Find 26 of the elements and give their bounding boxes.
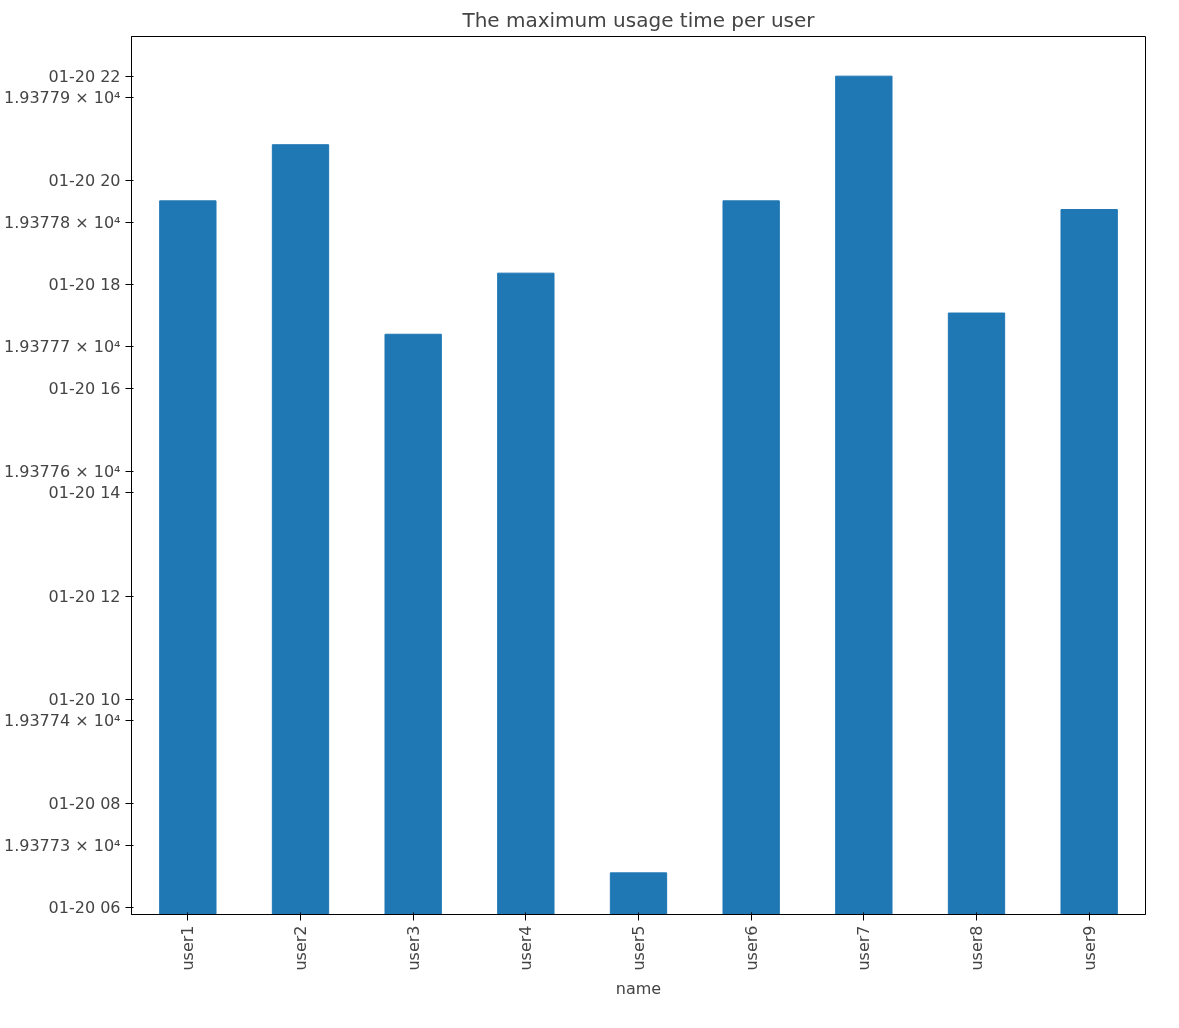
x-tick-label: user8	[967, 925, 986, 971]
x-tick-label: user9	[1079, 925, 1099, 971]
y-tick-label: 01-20 14	[48, 482, 121, 502]
y-tick-label: 1.93773 × 10⁴	[3, 835, 121, 855]
y-tick-label: 1.93779 × 10⁴	[3, 87, 121, 107]
y-tick-label: 1.93778 × 10⁴	[3, 212, 121, 232]
x-tick-label: user7	[854, 925, 874, 971]
y-tick-label: 01-20 10	[48, 690, 121, 710]
x-tick-label: user4	[516, 925, 536, 971]
y-tick-label: 1.93777 × 10⁴	[3, 337, 121, 357]
y-tick-label: 01-20 16	[48, 378, 121, 398]
x-tick-label: user1	[178, 925, 198, 971]
y-tick-label: 01-20 06	[48, 898, 121, 918]
x-axis-title: name	[615, 978, 662, 998]
x-tick-label: user3	[403, 925, 423, 971]
y-tick-label: 01-20 12	[48, 586, 121, 606]
x-tick-label: user6	[741, 925, 761, 971]
y-tick-label: 01-20 18	[48, 274, 121, 294]
y-tick-label: 01-20 22	[48, 67, 121, 87]
y-tick-label: 1.93776 × 10⁴	[3, 461, 121, 481]
y-tick-label: 01-20 20	[48, 171, 121, 191]
y-tick-label: 1.93774 × 10⁴	[3, 711, 121, 731]
x-tick-label: user2	[291, 925, 310, 971]
x-tick-label: user5	[629, 925, 648, 971]
y-tick-label: 01-20 08	[48, 794, 121, 814]
chart-title: The maximum usage time per user	[461, 7, 816, 32]
